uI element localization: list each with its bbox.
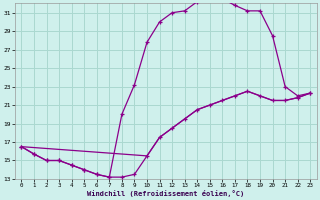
X-axis label: Windchill (Refroidissement éolien,°C): Windchill (Refroidissement éolien,°C) [87, 190, 244, 197]
